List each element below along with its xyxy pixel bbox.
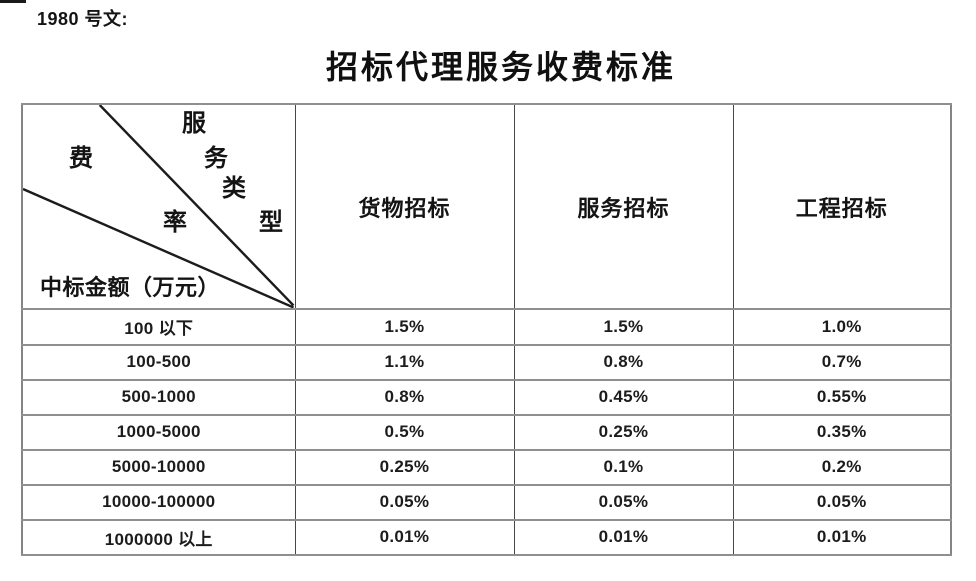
table-row: 500-1000 0.8% 0.45% 0.55%	[21, 378, 952, 416]
fee-value-cell: 0.8%	[513, 343, 734, 381]
fee-value-cell: 1.5%	[294, 308, 515, 346]
fee-value-cell: 1.1%	[294, 343, 515, 381]
column-header-service-bidding: 服务招标	[513, 102, 734, 311]
row-label-cell: 5000-10000	[21, 448, 296, 486]
corner-label-rate-char: 费	[69, 146, 93, 172]
fee-standard-table: 服 务 类 型 费 率 中标金额（万元） 货物招标 服务招标 工程招标 100 …	[21, 102, 952, 557]
corner-label-service-type-char: 务	[204, 146, 228, 172]
fee-value-cell: 0.35%	[732, 413, 952, 451]
page-title: 招标代理服务收费标准	[325, 49, 676, 85]
corner-label-service-type-char: 服	[182, 111, 206, 137]
fee-value-cell: 0.01%	[294, 518, 515, 557]
table-corner-cell: 服 务 类 型 费 率 中标金额（万元）	[21, 102, 296, 311]
fee-value-cell: 1.5%	[513, 308, 734, 346]
row-label-cell: 10000-100000	[21, 483, 296, 521]
fee-value-cell: 0.25%	[294, 448, 515, 486]
table-row: 1000-5000 0.5% 0.25% 0.35%	[21, 413, 952, 451]
fee-value-cell: 0.8%	[294, 378, 515, 416]
fee-value-cell: 0.2%	[732, 448, 952, 486]
fee-value-cell: 0.55%	[732, 378, 952, 416]
fee-value-cell: 0.5%	[294, 413, 515, 451]
row-label-cell: 1000000 以上	[21, 518, 296, 557]
doc-reference: 1980 号文:	[37, 9, 129, 29]
diagonal-divider-lines	[23, 106, 294, 308]
fee-value-cell: 1.0%	[732, 308, 952, 346]
table-row: 100-500 1.1% 0.8% 0.7%	[21, 343, 952, 381]
row-label-cell: 1000-5000	[21, 413, 296, 451]
column-header-goods-bidding: 货物招标	[294, 102, 515, 311]
corner-label-bid-amount: 中标金额（万元）	[40, 275, 221, 300]
fee-value-cell: 0.1%	[513, 448, 734, 486]
row-label-cell: 100-500	[21, 343, 296, 381]
table-row: 1000000 以上 0.01% 0.01% 0.01%	[21, 518, 952, 557]
fee-value-cell: 0.25%	[513, 413, 734, 451]
table-row: 100 以下 1.5% 1.5% 1.0%	[21, 308, 952, 346]
fee-value-cell: 0.05%	[732, 483, 952, 521]
corner-label-service-type-char: 类	[222, 176, 246, 202]
page-edge-artifact	[0, 0, 26, 3]
fee-value-cell: 0.01%	[513, 518, 734, 557]
fee-value-cell: 0.45%	[513, 378, 734, 416]
row-label-cell: 500-1000	[21, 378, 296, 416]
table-row: 5000-10000 0.25% 0.1% 0.2%	[21, 448, 952, 486]
fee-value-cell: 0.05%	[513, 483, 734, 521]
row-label-cell: 100 以下	[21, 308, 296, 346]
corner-label-rate-char: 率	[163, 210, 187, 236]
column-header-engineering-bidding: 工程招标	[732, 102, 952, 311]
corner-label-service-type-char: 型	[259, 210, 283, 236]
fee-value-cell: 0.01%	[732, 518, 952, 557]
table-row: 10000-100000 0.05% 0.05% 0.05%	[21, 483, 952, 521]
fee-value-cell: 0.7%	[732, 343, 952, 381]
fee-value-cell: 0.05%	[294, 483, 515, 521]
